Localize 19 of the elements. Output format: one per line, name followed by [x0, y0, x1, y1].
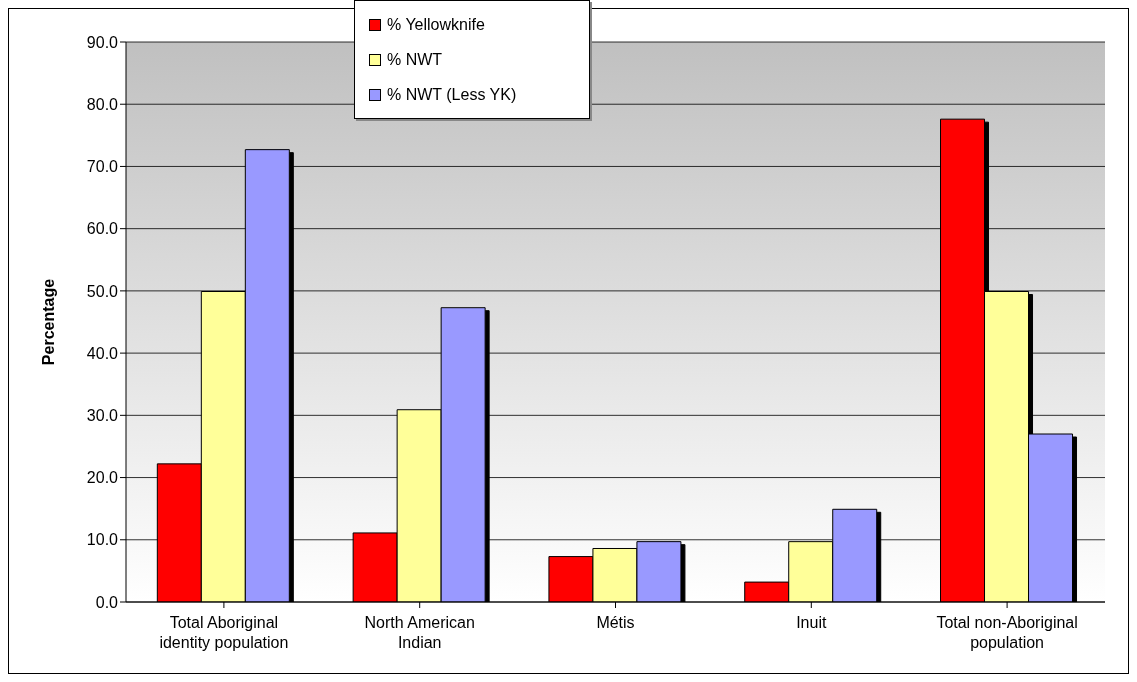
y-tick-label: 0.0	[95, 593, 119, 611]
x-tick-label: Métis	[596, 614, 635, 631]
y-tick-label: 50.0	[86, 282, 119, 300]
y-tick-label: 70.0	[86, 158, 119, 176]
x-tick-label: Total Aboriginal identity population	[159, 614, 289, 651]
y-tick-label: 90.0	[86, 33, 119, 51]
legend-label: % NWT (Less YK)	[387, 85, 517, 104]
y-tick-label: 20.0	[86, 469, 119, 487]
legend-label: % Yellowknife	[387, 15, 485, 34]
x-tick-label: Inuit	[796, 614, 827, 631]
x-tick-label: North American Indian	[364, 614, 475, 651]
y-tick-label: 30.0	[86, 407, 119, 425]
y-axis-title: Percentage	[39, 278, 57, 366]
legend-label: % NWT	[387, 50, 443, 69]
y-tick-label: 40.0	[86, 344, 119, 362]
y-tick-label: 60.0	[86, 220, 119, 238]
y-tick-label: 80.0	[86, 95, 119, 113]
y-tick-label: 10.0	[86, 531, 119, 549]
x-tick-label: Total non-Aboriginal population	[936, 614, 1078, 651]
